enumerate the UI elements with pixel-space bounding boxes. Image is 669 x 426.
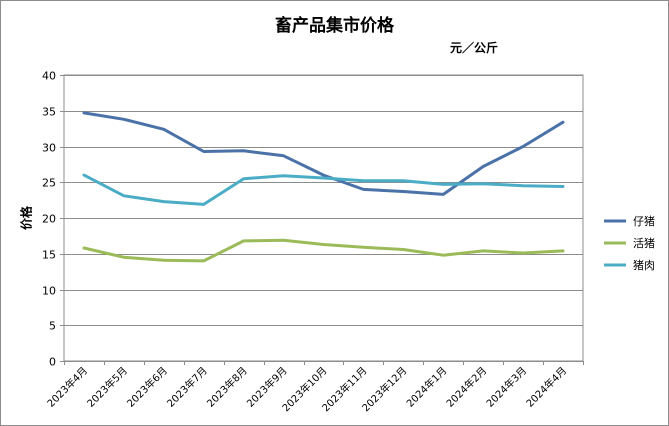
grid-lines: [63, 74, 584, 362]
x-tick-label: 2024年3月: [483, 364, 529, 410]
y-tick-label: 0: [49, 356, 56, 369]
x-tick-label: 2023年9月: [244, 364, 290, 410]
series-line-活猪: [82, 238, 565, 263]
unit-label: 元／公斤: [450, 41, 499, 55]
y-tick-label: 5: [49, 320, 56, 333]
chart-title: 畜产品集市价格: [275, 16, 394, 36]
x-tick-label: 2023年5月: [84, 364, 130, 410]
x-tick-label: 2024年4月: [523, 364, 569, 410]
x-tick-label: 2024年2月: [443, 364, 489, 410]
legend-label: 活猪: [633, 237, 655, 250]
series-line-猪肉: [82, 173, 565, 206]
series-line-仔猪: [82, 111, 565, 196]
x-tick-label: 2023年8月: [204, 364, 250, 410]
y-tick-label: 30: [42, 142, 56, 155]
x-tick-label: 2023年7月: [164, 364, 210, 410]
y-tick-label: 35: [42, 106, 56, 119]
x-tick-label: 2023年4月: [44, 364, 90, 410]
x-tick-label: 2023年6月: [124, 364, 170, 410]
legend-label: 猪肉: [633, 259, 655, 272]
y-tick-label: 15: [42, 249, 56, 262]
legend-label: 仔猪: [633, 215, 655, 228]
y-tick-label: 20: [42, 213, 56, 226]
y-tick-label: 25: [42, 177, 56, 190]
y-tick-label: 40: [42, 70, 56, 83]
y-tick-label: 10: [42, 285, 56, 298]
series-lines: [82, 111, 565, 263]
x-tick-label: 2024年1月: [404, 364, 450, 410]
